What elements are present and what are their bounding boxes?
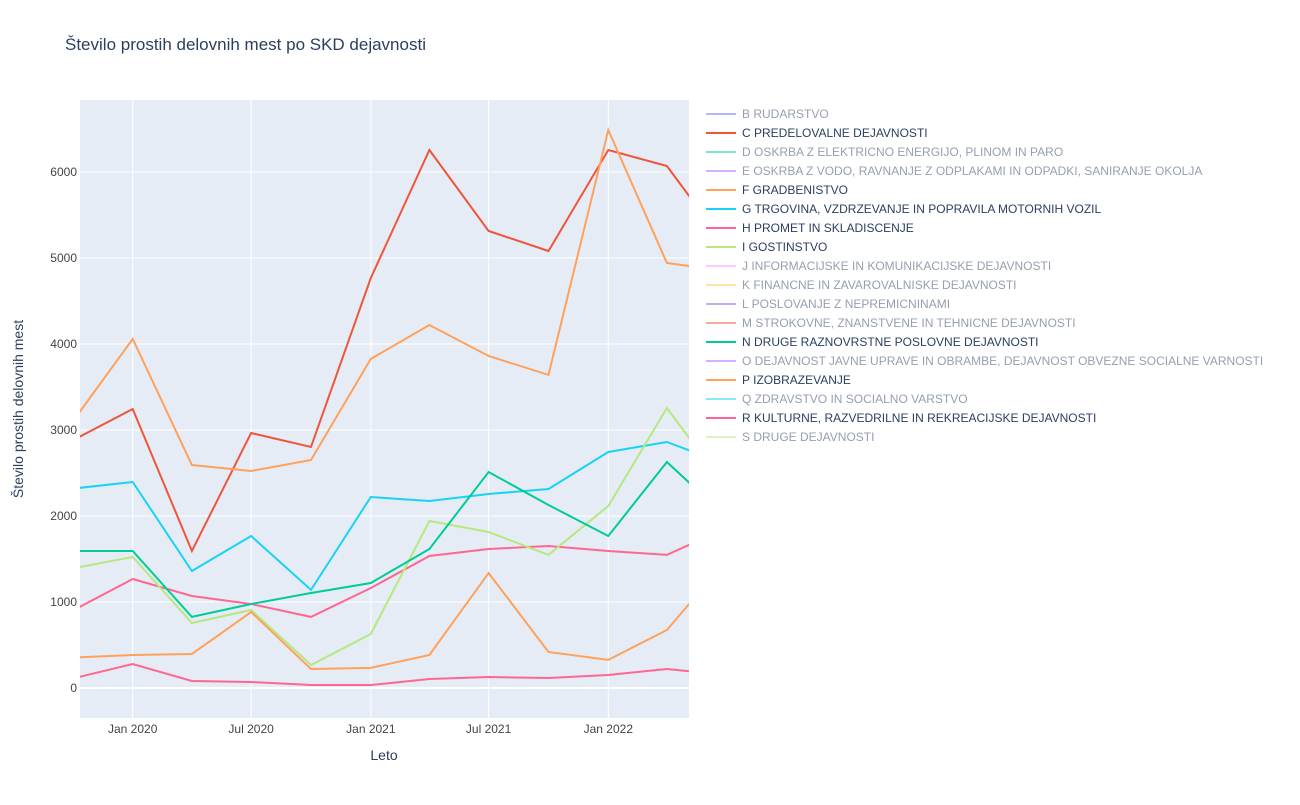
legend-label: B RUDARSTVO [742, 107, 829, 121]
chart-title: Število prostih delovnih mest po SKD dej… [65, 35, 426, 54]
series-line [80, 126, 689, 473]
y-tick-label: 2000 [50, 509, 77, 523]
series-line [80, 662, 689, 686]
labels: 0 1000 2000 3000 4000 5000 6000 Jan 2020 Jul 202… [50, 165, 633, 736]
legend-label: J INFORMACIJSKE IN KOMUNIKACIJSKE DEJAVN… [742, 259, 1051, 273]
legend-label: L POSLOVANJE Z NEPREMICNINAMI [742, 297, 950, 311]
x-tick-label: Jan 2021 [346, 722, 396, 736]
legend-item[interactable]: H PROMET IN SKLADISCENJE [706, 221, 914, 235]
x-tick-label: Jul 2021 [466, 722, 512, 736]
grid [80, 100, 689, 718]
legend-item[interactable]: F GRADBENISTVO [706, 183, 848, 197]
series-line [80, 440, 689, 592]
legend-item[interactable]: O DEJAVNOST JAVNE UPRAVE IN OBRAMBE, DEJ… [706, 354, 1263, 368]
legend-label: M STROKOVNE, ZNANSTVENE IN TEHNICNE DEJA… [742, 316, 1076, 330]
legend-label: H PROMET IN SKLADISCENJE [742, 221, 914, 235]
x-axis-title: Leto [370, 747, 397, 763]
x-tick-label: Jan 2020 [108, 722, 158, 736]
legend-item[interactable]: S DRUGE DEJAVNOSTI [706, 430, 874, 444]
x-tick-label: Jan 2022 [584, 722, 634, 736]
legend-item[interactable]: J INFORMACIJSKE IN KOMUNIKACIJSKE DEJAVN… [706, 259, 1051, 273]
legend-item[interactable]: M STROKOVNE, ZNANSTVENE IN TEHNICNE DEJA… [706, 316, 1076, 330]
y-axis-title: Število prostih delovnih mest [10, 320, 26, 498]
legend-item[interactable]: D OSKRBA Z ELEKTRICNO ENERGIJO, PLINOM I… [706, 145, 1063, 159]
series-line [80, 543, 689, 618]
legend-item[interactable]: B RUDARSTVO [706, 107, 829, 121]
legend-item[interactable]: G TRGOVINA, VZDRZEVANJE IN POPRAVILA MOT… [706, 202, 1102, 216]
legend-label: Q ZDRAVSTVO IN SOCIALNO VARSTVO [742, 392, 968, 406]
plot-area [80, 100, 689, 718]
legend-item[interactable]: Q ZDRAVSTVO IN SOCIALNO VARSTVO [706, 392, 968, 406]
legend-label: G TRGOVINA, VZDRZEVANJE IN POPRAVILA MOT… [742, 202, 1102, 216]
y-tick-label: 0 [70, 681, 77, 695]
y-tick-label: 5000 [50, 251, 77, 265]
y-tick-label: 6000 [50, 165, 77, 179]
legend-item[interactable]: E OSKRBA Z VODO, RAVNANJE Z ODPLAKAMI IN… [706, 164, 1202, 178]
legend-item[interactable]: C PREDELOVALNE DEJAVNOSTI [706, 126, 928, 140]
x-tick-label: Jul 2020 [228, 722, 274, 736]
legend-item[interactable]: P IZOBRAZEVANJE [706, 373, 851, 387]
legend-label: E OSKRBA Z VODO, RAVNANJE Z ODPLAKAMI IN… [742, 164, 1202, 178]
series-line [80, 460, 689, 619]
lines [80, 126, 689, 686]
legend-label: S DRUGE DEJAVNOSTI [742, 430, 874, 444]
legend-label: I GOSTINSTVO [742, 240, 827, 254]
y-tick-label: 4000 [50, 337, 77, 351]
legend-item[interactable]: I GOSTINSTVO [706, 240, 827, 254]
legend-label: K FINANCNE IN ZAVAROVALNISKE DEJAVNOSTI [742, 278, 1017, 292]
legend-label: N DRUGE RAZNOVRSTNE POSLOVNE DEJAVNOSTI [742, 335, 1039, 349]
legend-label: F GRADBENISTVO [742, 183, 848, 197]
series-line [80, 406, 689, 667]
legend-label: C PREDELOVALNE DEJAVNOSTI [742, 126, 928, 140]
y-tick-label: 3000 [50, 423, 77, 437]
legend-item[interactable]: K FINANCNE IN ZAVAROVALNISKE DEJAVNOSTI [706, 278, 1017, 292]
legend-item[interactable]: N DRUGE RAZNOVRSTNE POSLOVNE DEJAVNOSTI [706, 335, 1039, 349]
y-tick-label: 1000 [50, 595, 77, 609]
legend-item[interactable]: R KULTURNE, RAZVEDRILNE IN REKREACIJSKE … [706, 411, 1096, 425]
series-line [80, 571, 689, 671]
legend-label: P IZOBRAZEVANJE [742, 373, 851, 387]
legend-label: O DEJAVNOST JAVNE UPRAVE IN OBRAMBE, DEJ… [742, 354, 1263, 368]
legend-label: R KULTURNE, RAZVEDRILNE IN REKREACIJSKE … [742, 411, 1096, 425]
legend-label: D OSKRBA Z ELEKTRICNO ENERGIJO, PLINOM I… [742, 145, 1063, 159]
legend-item[interactable]: L POSLOVANJE Z NEPREMICNINAMI [706, 297, 950, 311]
